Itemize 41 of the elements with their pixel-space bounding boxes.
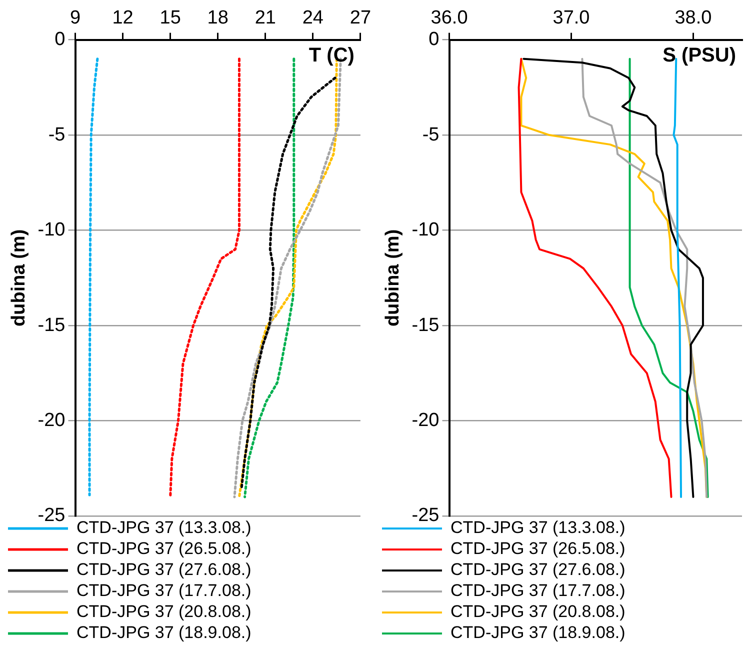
x-tick-label: 9 — [70, 8, 81, 29]
y-tick-label: -15 — [38, 314, 66, 336]
legend-label: CTD-JPG 37 (13.3.08.) — [76, 518, 252, 538]
legend-label: CTD-JPG 37 (26.5.08.) — [76, 539, 252, 558]
x-tick-label: 24 — [302, 8, 324, 29]
y-tick-label: -5 — [422, 124, 440, 146]
x-tick-label: 27 — [350, 8, 372, 29]
y-tick-label: -10 — [412, 220, 440, 241]
y-tick-label: -5 — [48, 124, 66, 146]
legend-label: CTD-JPG 37 (17.7.08.) — [450, 581, 626, 600]
line-series — [169, 58, 240, 498]
x-tick-label: 36.0 — [430, 8, 468, 29]
x-tick-label: 37.0 — [552, 8, 590, 29]
x-tick-label: 21 — [254, 8, 276, 29]
legend-label: CTD-JPG 37 (17.7.08.) — [76, 581, 252, 600]
annotation: T (C) — [308, 44, 354, 66]
y-tick-label: -20 — [38, 410, 66, 431]
x-tick-label: 38.0 — [674, 8, 712, 29]
y-tick-label: 0 — [428, 29, 440, 50]
legend-label: CTD-JPG 37 (27.6.08.) — [76, 560, 252, 580]
y-tick-label: -10 — [38, 220, 66, 241]
x-tick-label: 15 — [160, 8, 181, 29]
y-tick-label: -25 — [412, 505, 440, 526]
legend-label: CTD-JPG 37 (20.8.08.) — [76, 602, 252, 622]
legend-label: CTD-JPG 37 (20.8.08.) — [450, 602, 626, 622]
legend-label: CTD-JPG 37 (26.5.08.) — [450, 539, 626, 558]
x-tick-label: 12 — [112, 8, 134, 29]
y-tick-label: -15 — [412, 314, 440, 336]
legend-label: CTD-JPG 37 (27.6.08.) — [450, 560, 626, 580]
y-axis-title: dubina (m) — [8, 229, 30, 326]
legend-label: CTD-JPG 37 (18.9.08.) — [450, 623, 626, 642]
y-tick-label: 0 — [54, 29, 66, 50]
annotation: S (PSU) — [662, 44, 736, 66]
line-series — [244, 58, 296, 498]
y-axis-title: dubina (m) — [382, 229, 404, 326]
legend-label: CTD-JPG 37 (13.3.08.) — [450, 518, 626, 538]
y-tick-label: -25 — [38, 505, 66, 526]
x-tick-label: 18 — [207, 8, 228, 29]
legend-label: CTD-JPG 37 (18.9.08.) — [76, 623, 252, 642]
y-tick-label: -20 — [412, 410, 440, 431]
line-series — [88, 58, 99, 496]
